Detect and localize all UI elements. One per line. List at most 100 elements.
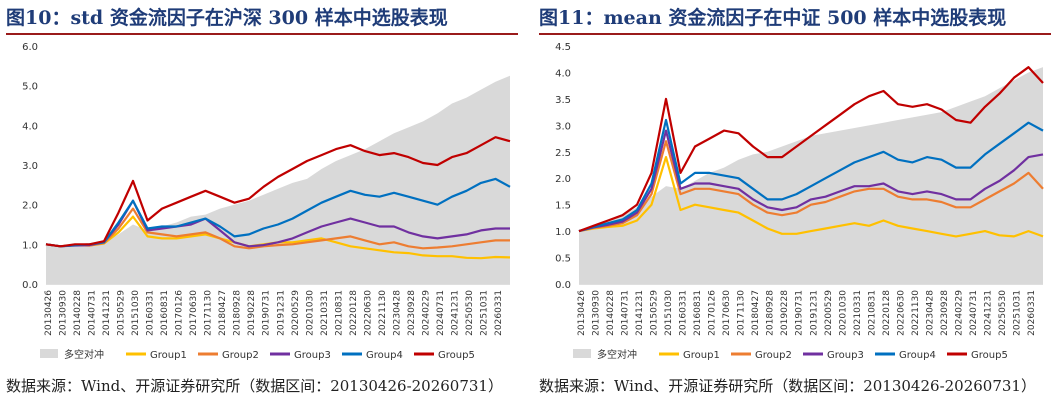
y-tick-label: 4.0 — [555, 68, 571, 79]
y-tick-label: 0.0 — [22, 280, 38, 291]
x-tick-label: 20170630 — [722, 290, 732, 336]
y-tick-label: 3.5 — [555, 95, 571, 106]
legend-label: Group5 — [971, 350, 1008, 361]
x-tick-label: 20201030 — [305, 290, 315, 336]
legend-label: Group2 — [755, 350, 792, 361]
y-tick-label: 1.0 — [555, 227, 571, 238]
x-tick-label: 20190731 — [262, 290, 272, 336]
line-series-group3 — [578, 129, 1044, 233]
x-tick-label: 20140731 — [621, 290, 631, 336]
x-tick-label: 20260331 — [494, 290, 504, 336]
line-series-group2 — [578, 140, 1044, 233]
x-tick-label: 20170126 — [175, 290, 185, 336]
data-source-note: 数据来源：Wind、开源证券研究所（数据区间：20130426-20260731… — [539, 377, 1036, 395]
x-tick-label: 20210831 — [867, 290, 877, 336]
x-tick-label: 20171130 — [737, 290, 747, 336]
line-series-group5 — [45, 136, 511, 248]
x-tick-label: 20190731 — [795, 290, 805, 336]
legend-swatch — [40, 349, 58, 358]
x-tick-label: 20160831 — [160, 290, 170, 336]
y-tick-label: 4.5 — [555, 42, 571, 53]
x-tick-label: 20140228 — [73, 290, 83, 336]
chart-title: 图10：std 资金流因子在沪深 300 样本中选股表现 — [6, 7, 448, 29]
x-tick-label: 20160331 — [146, 290, 156, 336]
line-chart-std-hs300: 0.0 1.0 2.0 3.0 4.0 5.0 6.0 20130426 20130930 201… — [22, 42, 511, 361]
x-tick-label: 20191231 — [276, 290, 286, 336]
x-tick-label: 20180427 — [218, 290, 228, 336]
x-tick-label: 20130426 — [44, 290, 54, 336]
line-chart-mean-zz500: 0.0 0.5 1.0 1.5 2.0 2.5 3.0 3.5 4.0 4.5 20130426 20… — [555, 42, 1044, 361]
x-tick-label: 20140228 — [606, 290, 616, 336]
x-tick-label: 20210331 — [853, 290, 863, 336]
area-series-多空对冲 — [46, 75, 510, 284]
x-tick-label: 20180928 — [233, 290, 243, 336]
x-tick-label: 20240229 — [421, 290, 431, 336]
x-tick-label: 20160331 — [679, 290, 689, 336]
legend-label: Group3 — [827, 350, 864, 361]
x-tick-label: 20220630 — [363, 290, 373, 336]
x-tick-label: 20251031 — [1012, 290, 1022, 336]
title-rule — [539, 33, 1051, 35]
line-series-group4 — [45, 177, 511, 248]
y-tick-label: 1.5 — [555, 201, 571, 212]
x-tick-label: 20171130 — [204, 290, 214, 336]
x-tick-label: 20151030 — [131, 290, 141, 336]
x-tick-label: 20170126 — [708, 290, 718, 336]
chart-panel-std-hs300: 图10：std 资金流因子在沪深 300 样本中选股表现 0.0 1.0 2.0 3.… — [0, 0, 524, 406]
y-tick-label: 2.0 — [22, 201, 38, 212]
x-tick-label: 20221130 — [911, 290, 921, 336]
x-tick-label: 20140731 — [88, 290, 98, 336]
y-tick-label: 2.5 — [555, 148, 571, 159]
legend-label: Group5 — [438, 350, 475, 361]
x-tick-label: 20160831 — [693, 290, 703, 336]
x-tick-label: 20180427 — [751, 290, 761, 336]
legend-label: Group3 — [294, 350, 331, 361]
x-tick-label: 20201030 — [838, 290, 848, 336]
x-tick-label: 20230428 — [925, 290, 935, 336]
x-tick-label: 20200529 — [824, 290, 834, 336]
y-tick-label: 0.5 — [555, 254, 571, 265]
x-tick-label: 20191231 — [809, 290, 819, 336]
chart-panel-mean-zz500: 图11：mean 资金流因子在中证 500 样本中选股表现 0.0 0.5 1.0 1… — [533, 0, 1057, 406]
x-tick-label: 20240731 — [969, 290, 979, 336]
x-tick-label: 20251031 — [479, 290, 489, 336]
x-tick-label: 20130930 — [59, 290, 69, 336]
x-tick-label: 20220128 — [349, 290, 359, 336]
x-tick-label: 20190228 — [780, 290, 790, 336]
legend-label: Group1 — [150, 350, 187, 361]
legend-label: 多空对冲 — [64, 348, 104, 361]
legend-label: 多空对冲 — [597, 348, 637, 361]
x-tick-label: 20130930 — [592, 290, 602, 336]
x-tick-label: 20230928 — [407, 290, 417, 336]
line-series-group5 — [578, 66, 1044, 233]
legend-label: Group4 — [899, 350, 936, 361]
x-tick-label: 20241231 — [983, 290, 993, 336]
x-tick-label: 20141231 — [102, 290, 112, 336]
x-tick-label: 20221130 — [378, 290, 388, 336]
x-tick-label: 20180928 — [766, 290, 776, 336]
line-series-group4 — [578, 118, 1044, 233]
chart-title: 图11：mean 资金流因子在中证 500 样本中选股表现 — [539, 7, 1007, 29]
x-tick-label: 20220630 — [896, 290, 906, 336]
x-tick-label: 20241231 — [450, 290, 460, 336]
legend-label: Group1 — [683, 350, 720, 361]
x-tick-label: 20130426 — [577, 290, 587, 336]
title-rule — [6, 33, 518, 35]
x-tick-label: 20240731 — [436, 290, 446, 336]
area-series-多空对冲 — [579, 67, 1043, 285]
legend-label: Group4 — [366, 350, 403, 361]
x-tick-label: 20230428 — [392, 290, 402, 336]
x-tick-label: 20150529 — [650, 290, 660, 336]
legend-label: Group2 — [222, 350, 259, 361]
y-tick-label: 3.0 — [22, 161, 38, 172]
x-tick-label: 20190228 — [247, 290, 257, 336]
y-tick-label: 6.0 — [22, 42, 38, 53]
x-tick-label: 20141231 — [635, 290, 645, 336]
x-tick-label: 20210831 — [334, 290, 344, 336]
y-tick-label: 5.0 — [22, 82, 38, 93]
y-tick-label: 2.0 — [555, 174, 571, 185]
data-source-note: 数据来源：Wind、开源证券研究所（数据区间：20130426-20260731… — [6, 377, 503, 395]
y-tick-label: 1.0 — [22, 240, 38, 251]
x-tick-label: 20200529 — [291, 290, 301, 336]
y-tick-label: 0.0 — [555, 280, 571, 291]
